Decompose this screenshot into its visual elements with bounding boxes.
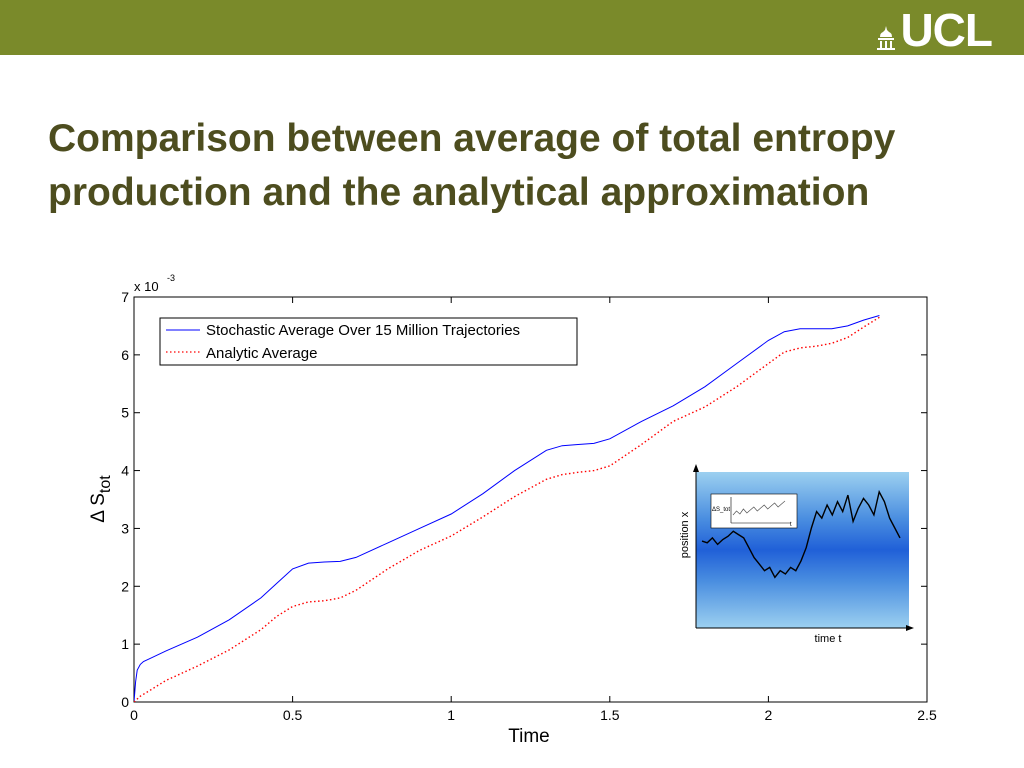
y-tick-label-5: 5: [121, 405, 129, 421]
svg-text:Δ Stot: Δ Stot: [88, 475, 114, 523]
series-line-0: [134, 315, 880, 702]
y-axis-label: Δ Stot: [88, 475, 114, 523]
x-tick-label-1: 0.5: [283, 707, 303, 723]
y-tick-label-4: 4: [121, 463, 129, 479]
legend: Stochastic Average Over 15 Million Traje…: [159, 317, 578, 366]
x-axis-label: Time: [508, 726, 550, 747]
inset-x-label: time t: [815, 633, 842, 645]
inset-hot-bottom-3: [902, 593, 909, 628]
y-multiplier-exponent: -3: [167, 273, 175, 283]
legend-label-stochastic: Stochastic Average Over 15 Million Traje…: [206, 322, 520, 339]
x-tick-label-3: 1.5: [600, 707, 620, 723]
inset-y-label: position x: [679, 511, 691, 558]
y-axis-label-sub: tot: [97, 475, 114, 493]
y-tick-label-6: 6: [121, 347, 129, 363]
inset-hot-bottom-2: [831, 566, 909, 628]
inset-trajectory: [701, 489, 901, 579]
y-tick-label-0: 0: [121, 694, 129, 710]
series-line-1: [134, 316, 880, 702]
x-tick-label-2: 1: [447, 707, 455, 723]
slide-title: Comparison between average of total entr…: [48, 117, 896, 214]
inset-mini-plot: [710, 493, 798, 529]
x-tick-label-0: 0: [130, 707, 138, 723]
y-tick-label-2: 2: [121, 578, 129, 594]
top-banner: [0, 0, 1024, 55]
inset-mini-trajectory: [732, 500, 786, 516]
inset-hot-bottom-1: [760, 566, 844, 628]
y-tick-label-3: 3: [121, 520, 129, 536]
svg-text:position x: position x: [679, 511, 691, 558]
y-axis-label-main: Δ S: [88, 493, 109, 523]
legend-label-analytic: Analytic Average: [206, 345, 317, 362]
inset-mini-axis-label: t: [790, 522, 792, 528]
legend-box: [159, 317, 578, 366]
portico-dome-icon: [877, 26, 896, 50]
axis-ticks: [133, 296, 928, 703]
inset-y-arrow-icon: [693, 464, 699, 472]
inset-mini-label: ΔS_tot: [712, 507, 730, 513]
inset-hot-bottom-0: [696, 566, 773, 628]
y-multiplier-label: x 10: [134, 279, 159, 294]
inset-figure: time t position x ΔS_tot t: [679, 464, 920, 648]
tick-labels: 0 0.5 1 1.5 2 2.5 0 1 2 3 4 5 6 7: [121, 289, 937, 723]
inset-x-arrow-icon: [906, 625, 914, 631]
y-tick-label-7: 7: [121, 289, 129, 305]
ucl-logo: UCL: [876, 4, 993, 56]
y-tick-label-1: 1: [121, 636, 129, 652]
inset-hot-top-3: [867, 472, 909, 534]
series-lines: [134, 315, 880, 702]
logo-text: UCL: [900, 4, 993, 56]
x-tick-label-5: 2.5: [917, 707, 937, 723]
x-tick-label-4: 2: [765, 707, 773, 723]
